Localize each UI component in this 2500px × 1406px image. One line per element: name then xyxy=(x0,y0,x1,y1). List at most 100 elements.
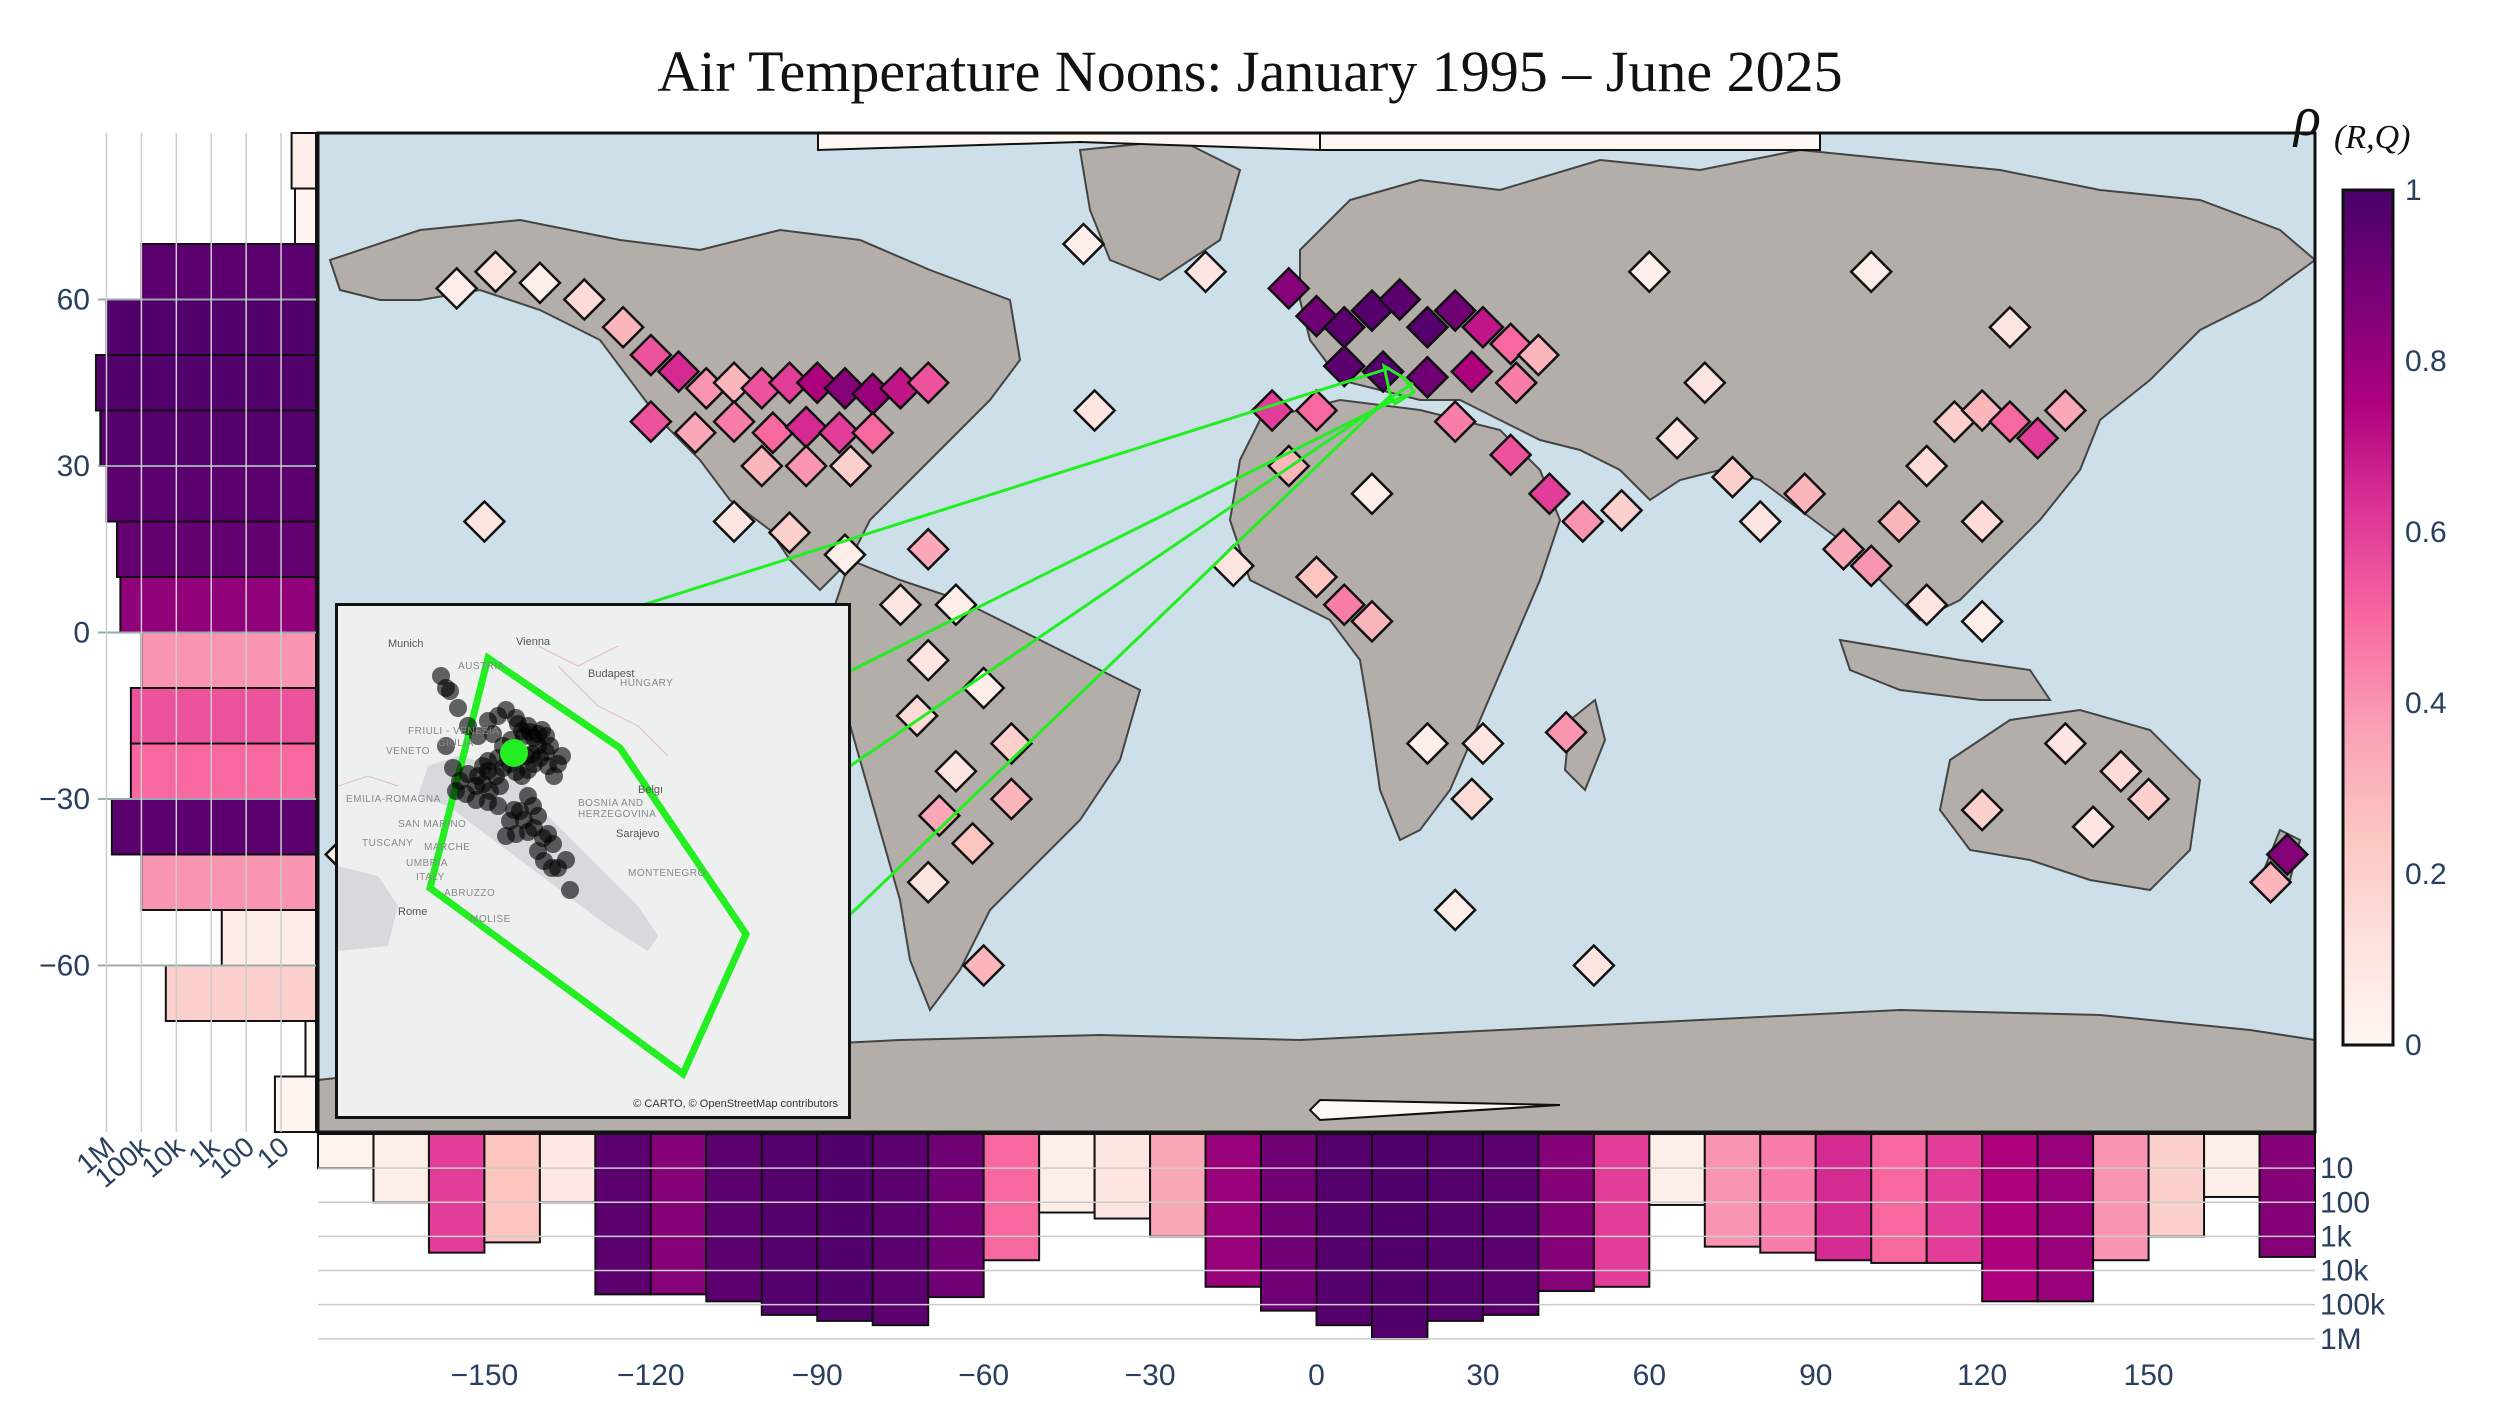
longitude-tick-label: −30 xyxy=(1125,1359,1176,1392)
land-masses xyxy=(318,138,2315,1132)
longitude-bar xyxy=(1315,1133,1373,1327)
chart-title: Air Temperature Noons: January 1995 – Ju… xyxy=(657,39,1843,104)
inset-city-label: Budapest xyxy=(588,668,635,680)
longitude-bar xyxy=(2092,1133,2150,1262)
correlation-cell xyxy=(1322,582,1367,627)
longitude-tick-label: 30 xyxy=(1466,1359,1499,1392)
correlation-cell xyxy=(1250,388,1294,433)
station-point xyxy=(444,759,462,777)
inset-map[interactable]: Munich Vienna Budapest Sarajevo Rome Belgı AUS… xyxy=(335,603,851,1119)
correlation-cell xyxy=(906,527,950,572)
correlation-cell xyxy=(823,366,867,411)
longitude-bar xyxy=(871,1133,930,1327)
correlation-cell xyxy=(1072,388,1117,433)
longitude-count-tick-label: 10 xyxy=(2320,1152,2353,1185)
longitude-bar xyxy=(1149,1133,1207,1238)
longitude-tick-label: 150 xyxy=(2124,1359,2174,1392)
correlation-cell xyxy=(1405,355,1450,399)
station-point xyxy=(467,791,485,809)
longitude-tick-label: −90 xyxy=(792,1359,843,1392)
latitude-bar xyxy=(110,798,317,856)
latitude-tick-label: 30 xyxy=(57,450,90,483)
inset-city-label: Rome xyxy=(398,906,428,918)
correlation-cell xyxy=(712,499,756,544)
correlation-cell xyxy=(906,860,950,905)
correlation-cell xyxy=(1904,444,1949,488)
longitude-tick-label: 120 xyxy=(1957,1359,2007,1392)
inset-region-label: EMILIA-ROMAGNA xyxy=(346,794,441,805)
inset-city-label: Munich xyxy=(388,638,424,650)
correlation-cell xyxy=(434,266,479,311)
correlation-cell xyxy=(1266,266,1311,311)
correlation-cell xyxy=(1433,399,1477,444)
colorbar-title: ρ xyxy=(2292,86,2321,148)
correlation-cell xyxy=(1821,527,1866,572)
longitude-count-tick-label: 10k xyxy=(2320,1255,2369,1288)
inset-region-label: AUSTRIA xyxy=(458,661,505,672)
longitude-bar xyxy=(1925,1133,1984,1264)
correlation-cell xyxy=(795,360,840,405)
inset-region-label: MARCHE xyxy=(424,842,471,853)
correlation-cell xyxy=(629,333,673,377)
correlation-cell xyxy=(1988,399,2032,444)
inset-region-label: SAN MARINO xyxy=(398,819,467,830)
correlation-cell xyxy=(906,638,950,683)
inset-region-label: UMBRIA xyxy=(406,858,448,869)
correlation-cell xyxy=(961,943,1006,988)
latitude-tick-label: −30 xyxy=(39,783,90,816)
latitude-tick-label: 60 xyxy=(57,284,90,317)
longitude-bar xyxy=(1426,1133,1484,1322)
correlation-cell xyxy=(906,360,950,405)
latitude-bar xyxy=(140,631,317,689)
longitude-bar xyxy=(483,1133,541,1244)
station-point xyxy=(449,699,467,717)
colorbar-ticks: 0 0.2 0.4 0.6 0.8 1 xyxy=(2405,174,2447,1062)
world-map[interactable] xyxy=(316,131,2317,1134)
colorbar-tick-label: 0.4 xyxy=(2405,687,2447,720)
longitude-bar xyxy=(1759,1133,1817,1254)
correlation-cell xyxy=(2015,416,2060,461)
correlation-cell xyxy=(1904,582,1949,627)
station-point xyxy=(561,881,579,899)
inset-region-label: HERZEGOVINA xyxy=(578,809,657,820)
longitude-bar xyxy=(1260,1133,1318,1312)
station-point xyxy=(437,737,455,755)
correlation-cell xyxy=(1849,544,1893,588)
latitude-bar xyxy=(220,909,318,967)
correlation-cell xyxy=(1061,222,1106,266)
correlation-cell xyxy=(989,721,1034,766)
longitude-tick-label: −60 xyxy=(958,1359,1009,1392)
longitude-count-tick-label: 1M xyxy=(2320,1323,2362,1356)
colorbar-subscript: (R,Q) xyxy=(2334,119,2410,156)
correlation-cell xyxy=(673,410,717,455)
longitude-bar xyxy=(649,1133,708,1296)
inset-region-label: ITALY xyxy=(416,872,445,883)
correlation-cell xyxy=(1960,599,2004,644)
correlation-cell xyxy=(1433,888,1477,932)
longitude-bar xyxy=(1093,1133,1152,1220)
inset-region-label: TUSCANY xyxy=(362,838,414,849)
inset-region-label: MONTENEGRO xyxy=(628,868,706,879)
latitude-bar xyxy=(164,964,317,1022)
longitude-bar xyxy=(1481,1133,1540,1316)
longitude-axis: −150 −120 −90 −60 −30 0 30 60 90 120 150 xyxy=(451,1359,2174,1392)
longitude-bar xyxy=(1204,1133,1263,1288)
latitude-axis: 60 30 0 −30 −60 xyxy=(39,284,316,983)
correlation-cell xyxy=(784,444,828,488)
longitude-tick-label: 0 xyxy=(1308,1359,1325,1392)
station-point xyxy=(553,747,571,765)
latitude-bar xyxy=(129,687,317,745)
inset-region-label: HUNGARY xyxy=(620,678,674,689)
correlation-cell xyxy=(1516,333,1561,377)
correlation-cell xyxy=(473,249,518,294)
longitude-bar xyxy=(982,1133,1041,1262)
inset-region-label: ABRUZZO xyxy=(444,888,496,899)
longitude-bar xyxy=(427,1133,486,1254)
colorbar-tick-label: 0 xyxy=(2405,1029,2422,1062)
correlation-cell xyxy=(917,793,962,838)
tyrrhenian-sea xyxy=(338,866,398,951)
longitude-histogram xyxy=(317,1133,2317,1340)
correlation-cell xyxy=(1572,943,1616,988)
longitude-bar xyxy=(816,1133,874,1322)
